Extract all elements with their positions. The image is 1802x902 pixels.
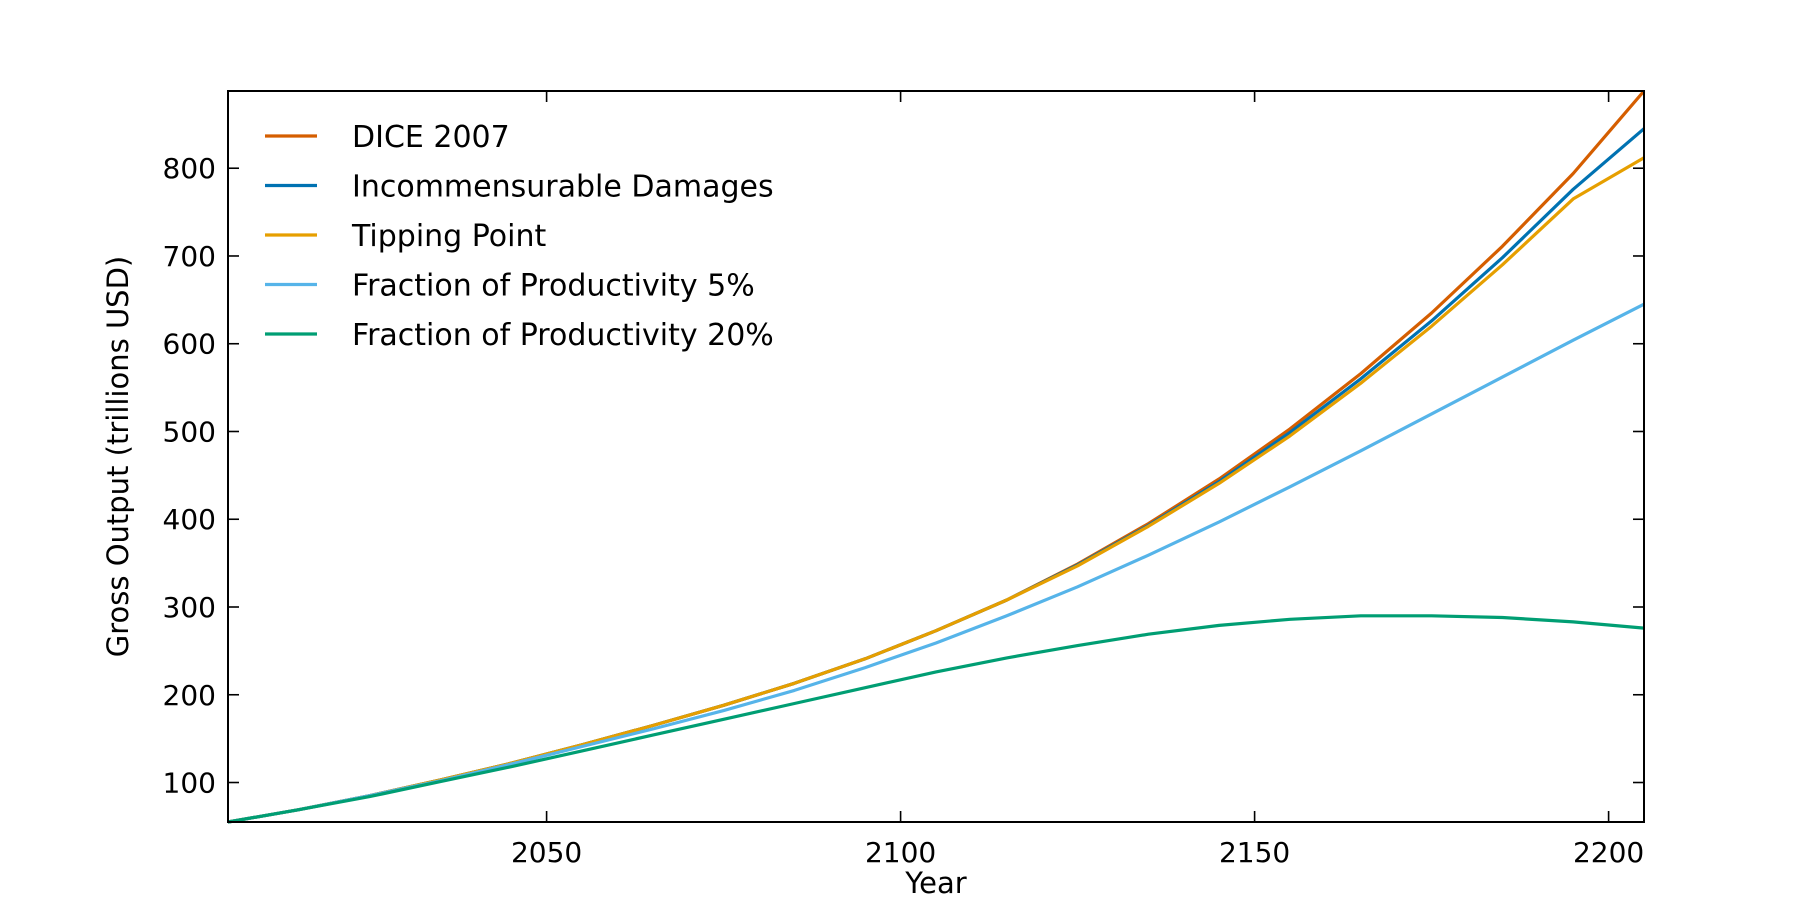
legend-label: Incommensurable Damages	[352, 170, 774, 205]
series-line-2	[227, 156, 1645, 824]
series-lines	[227, 89, 1646, 824]
x-tick-label: 2200	[1573, 836, 1644, 869]
legend: DICE 2007 Incommensurable Damages Tipping …	[265, 120, 774, 353]
y-axis-title: Gross Output (trillions USD)	[101, 256, 135, 657]
x-tick-label: 2050	[511, 836, 582, 869]
legend-label: Tipping Point	[351, 219, 546, 254]
x-tick-label: 2150	[1219, 836, 1290, 869]
legend-label: Fraction of Productivity 20%	[352, 318, 774, 353]
axis-ticks: 2050 2100 2150 2200 100 200 300 400 500 600 700 800	[163, 91, 1644, 869]
y-tick-label: 800	[163, 152, 216, 185]
x-axis-title: Year	[904, 866, 966, 900]
y-tick-label: 500	[163, 415, 216, 448]
y-tick-label: 600	[163, 328, 216, 361]
series-line-4	[227, 614, 1645, 824]
y-tick-label: 400	[163, 503, 216, 536]
series-line-3	[227, 302, 1645, 824]
legend-label: Fraction of Productivity 5%	[352, 269, 755, 304]
y-tick-label: 100	[163, 767, 216, 800]
plot-frame	[227, 90, 1645, 823]
y-tick-label: 200	[163, 679, 216, 712]
legend-label: DICE 2007	[352, 120, 510, 155]
y-tick-label: 700	[163, 240, 216, 273]
y-tick-label: 300	[163, 591, 216, 624]
x-tick-label: 2100	[865, 836, 936, 869]
